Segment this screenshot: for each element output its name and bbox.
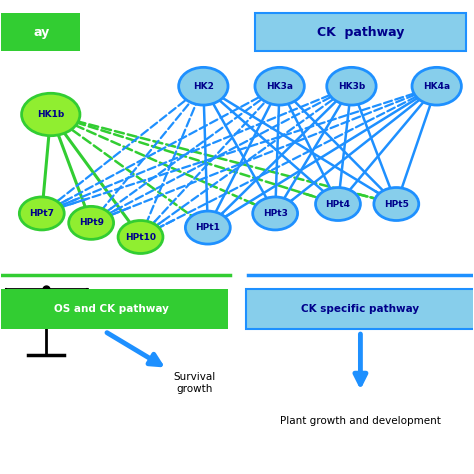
FancyBboxPatch shape: [0, 289, 228, 329]
Ellipse shape: [374, 188, 419, 220]
Text: HPt5: HPt5: [384, 200, 409, 209]
Ellipse shape: [253, 197, 298, 230]
Text: CK specific pathway: CK specific pathway: [301, 304, 419, 314]
Text: HPt4: HPt4: [326, 200, 350, 209]
Text: ay: ay: [34, 26, 50, 38]
Text: Plant growth and development: Plant growth and development: [280, 416, 441, 426]
Ellipse shape: [185, 211, 230, 244]
Ellipse shape: [179, 67, 228, 105]
Ellipse shape: [118, 220, 163, 254]
Text: OS and CK pathway: OS and CK pathway: [54, 304, 169, 314]
FancyBboxPatch shape: [255, 13, 466, 51]
Text: HK1b: HK1b: [37, 110, 64, 119]
Ellipse shape: [22, 93, 80, 136]
Ellipse shape: [412, 67, 461, 105]
Text: HK4a: HK4a: [423, 82, 450, 91]
Ellipse shape: [19, 197, 64, 230]
FancyBboxPatch shape: [246, 289, 474, 329]
Text: HPt10: HPt10: [125, 233, 156, 241]
FancyBboxPatch shape: [0, 13, 80, 51]
Text: HPt3: HPt3: [263, 209, 288, 218]
Ellipse shape: [255, 67, 304, 105]
Text: Survival
growth: Survival growth: [173, 372, 216, 394]
Text: HK3a: HK3a: [266, 82, 293, 91]
Text: HPt1: HPt1: [195, 223, 220, 232]
Text: HPt7: HPt7: [29, 209, 55, 218]
Text: CK  pathway: CK pathway: [317, 26, 404, 38]
Text: HK3b: HK3b: [338, 82, 365, 91]
Ellipse shape: [316, 188, 360, 220]
Ellipse shape: [69, 206, 114, 239]
Ellipse shape: [327, 67, 376, 105]
Text: HPt9: HPt9: [79, 219, 104, 228]
Text: HK2: HK2: [193, 82, 214, 91]
